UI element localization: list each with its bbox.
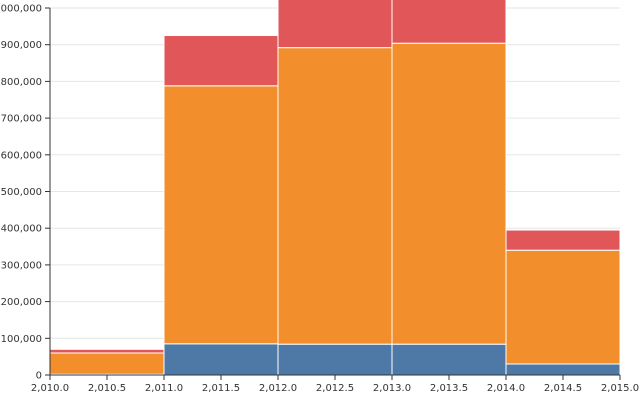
bar-segment-series-3-bin-1	[49, 348, 165, 354]
x-tick-label: 2,015.0	[601, 383, 639, 394]
y-axis: 0 100,000 200,000 300,000 400,000 500,000 600,…	[0, 4, 51, 382]
x-tick-label: 2,011.0	[145, 383, 183, 394]
x-tick-label: 2,013.5	[430, 383, 468, 394]
x-tick-label: 2,012.0	[259, 383, 297, 394]
bar-segment-series-1-bin-5	[505, 363, 621, 376]
x-tick-label: 2,014.0	[487, 383, 525, 394]
bar-segment-series-1-bin-4	[391, 343, 507, 376]
bar-segments	[49, 0, 621, 376]
bar-segment-series-3-bin-2	[163, 35, 279, 87]
bar-segment-series-3-bin-3	[277, 0, 393, 49]
bar-segment-series-1-bin-3	[277, 343, 393, 376]
y-tick-label: 0	[36, 371, 42, 382]
bar-segment-series-3-bin-4	[391, 0, 507, 44]
x-tick-label: 2,010.5	[88, 383, 126, 394]
y-tick-label: 700,000	[1, 114, 42, 125]
y-tick-label: 900,000	[1, 40, 42, 51]
x-axis: 2,010.0 2,010.5 2,011.0 2,011.5 2,012.0 2,012…	[31, 374, 639, 394]
x-tick-label: 2,012.5	[316, 383, 354, 394]
y-tick-label: 100,000	[1, 334, 42, 345]
bar-segment-series-1-bin-2	[163, 343, 279, 376]
bar-segment-series-2-bin-5	[505, 249, 621, 365]
y-tick-label: 200,000	[1, 297, 42, 308]
bar-segment-series-2-bin-2	[163, 85, 279, 345]
x-tick-label: 2,010.0	[31, 383, 69, 394]
bar-segment-series-2-bin-4	[391, 42, 507, 345]
bar-segment-series-3-bin-5	[505, 229, 621, 251]
y-tick-label: 600,000	[1, 150, 42, 161]
x-tick-label: 2,013.0	[373, 383, 411, 394]
bar-segment-series-2-bin-3	[277, 47, 393, 345]
y-tick-label: 500,000	[1, 187, 42, 198]
y-tick-label: 300,000	[1, 260, 42, 271]
x-tick-label: 2,014.5	[544, 383, 582, 394]
bar-segment-series-2-bin-1	[49, 352, 165, 375]
y-tick-label: 1,000,000	[0, 4, 42, 15]
y-tick-label: 800,000	[1, 77, 42, 88]
y-tick-label: 400,000	[1, 224, 42, 235]
x-tick-label: 2,011.5	[202, 383, 240, 394]
